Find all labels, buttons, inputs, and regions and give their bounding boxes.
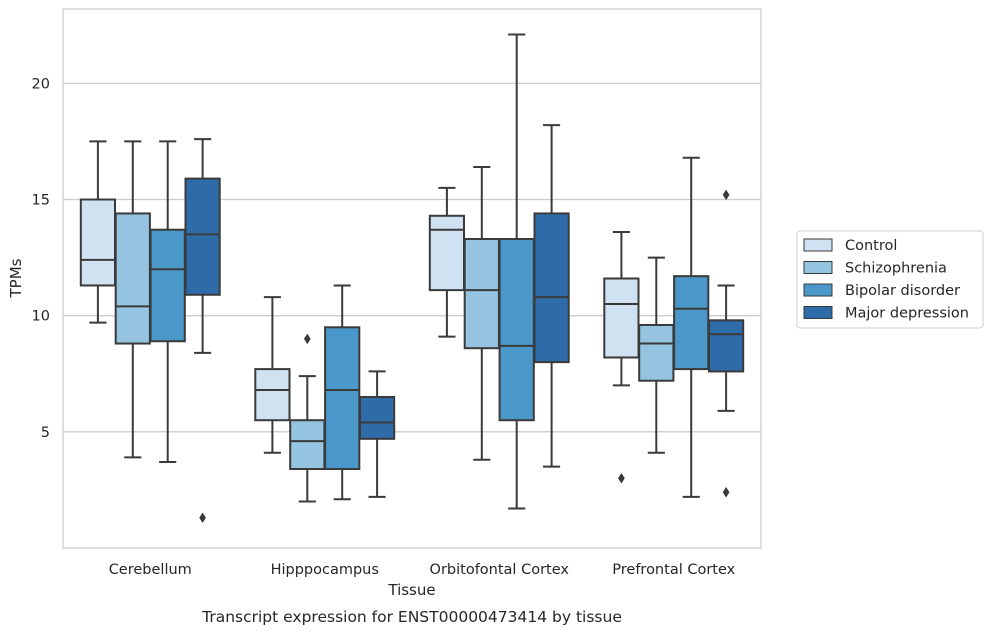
box-group-2 (428, 33, 570, 510)
y-tick-label: 10 (32, 309, 50, 325)
legend-label: Control (845, 238, 897, 254)
outlier-point (722, 486, 730, 498)
legend: Control Schizophrenia Bipolar disorder Majo… (796, 230, 984, 329)
x-tick-label: Orbitofontal Cortex (430, 562, 570, 578)
box-bipolar-disorder (498, 33, 535, 510)
box-body (533, 212, 570, 364)
box-body (324, 326, 361, 471)
box-body (289, 419, 326, 471)
box-schizophrenia (289, 333, 326, 503)
box-control (79, 140, 117, 324)
legend-label: Bipolar disorder (845, 283, 960, 299)
box-body (463, 238, 500, 350)
x-tick-label: Cerebellum (109, 562, 192, 578)
y-tick-label: 15 (32, 193, 50, 209)
box-groups (79, 33, 745, 524)
box-body (149, 228, 186, 343)
box-control (603, 231, 640, 484)
y-tick-label: 20 (32, 76, 50, 92)
x-tick-label: Hipppocampus (271, 562, 379, 578)
box-body (114, 212, 151, 345)
outlier-point (618, 473, 625, 484)
box-body (184, 177, 221, 296)
y-axis-label: TPMs (7, 258, 25, 298)
legend-label: Major depression (845, 306, 969, 322)
legend-swatch (803, 306, 833, 319)
box-major-depression (184, 138, 221, 524)
box-body (79, 198, 117, 287)
outlier-point (722, 189, 730, 201)
x-axis-label: Tissue (387, 581, 435, 599)
box-control (254, 296, 291, 454)
box-major-depression (358, 370, 396, 498)
outlier-point (303, 333, 311, 345)
box-body (254, 368, 291, 422)
x-axis-ticks: Cerebellum Hipppocampus Orbitofontal Corte… (109, 562, 736, 578)
legend-swatch (803, 238, 833, 252)
box-body (358, 395, 396, 440)
box-major-depression (533, 124, 570, 468)
box-body (707, 319, 745, 373)
box-schizophrenia (463, 165, 500, 461)
chart-caption: Transcript expression for ENST0000047341… (201, 608, 622, 626)
outlier-point (199, 512, 206, 524)
legend-label: Schizophrenia (845, 261, 947, 277)
box-body (638, 323, 675, 382)
legend-swatch (803, 283, 833, 297)
box-control (428, 186, 466, 338)
box-major-depression (707, 189, 745, 498)
y-axis-ticks: 5 10 15 20 (32, 76, 50, 440)
box-body (673, 275, 710, 371)
x-tick-label: Prefrontal Cortex (612, 562, 735, 578)
legend-swatch (803, 261, 833, 274)
box-group-3 (603, 156, 745, 498)
plot-frame (62, 8, 762, 549)
box-bipolar-disorder (673, 156, 710, 498)
box-body (603, 277, 640, 359)
box-group-0 (79, 138, 221, 524)
box-body (498, 238, 535, 422)
legend-frame (796, 230, 984, 329)
box-body (428, 214, 466, 292)
y-tick-label: 5 (41, 425, 50, 441)
box-bipolar-disorder (324, 284, 361, 501)
box-schizophrenia (638, 256, 675, 454)
box-group-1 (254, 284, 396, 503)
box-bipolar-disorder (149, 140, 186, 464)
